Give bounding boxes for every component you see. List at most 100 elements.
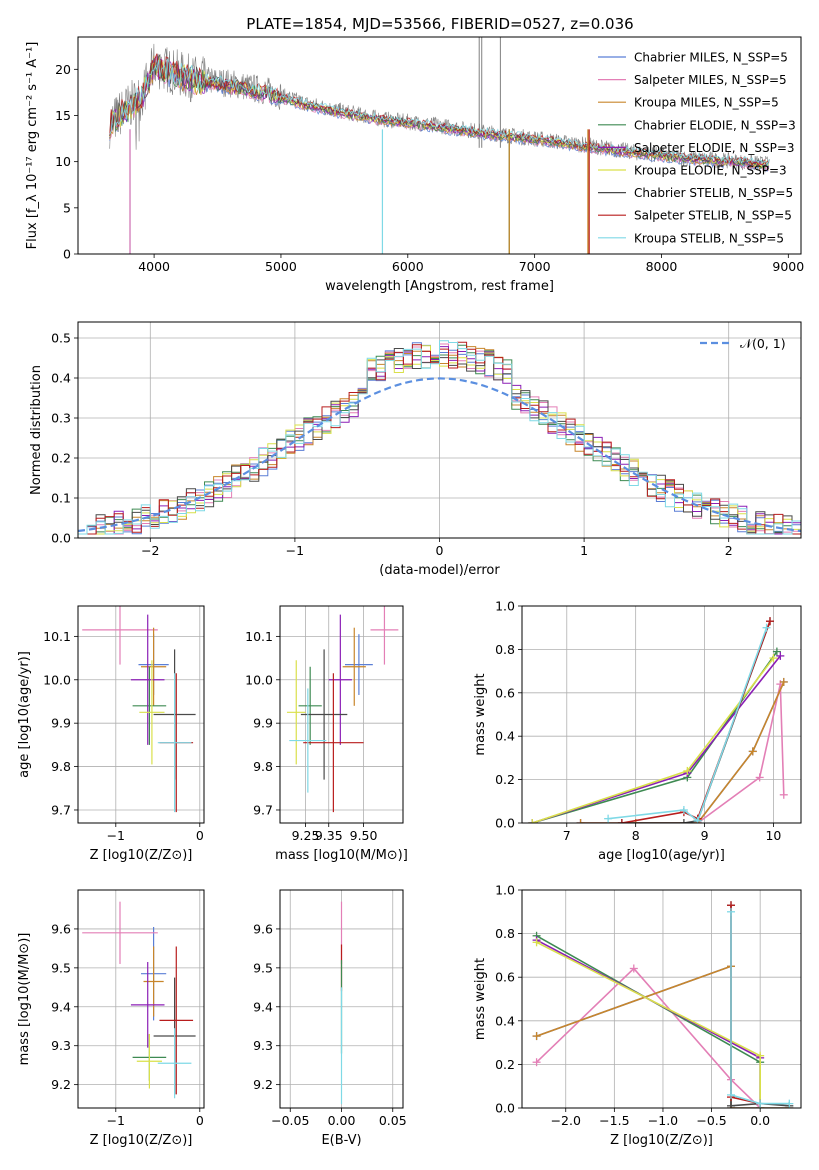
Z-mass-grid	[78, 890, 204, 1108]
residual-histogram	[78, 345, 801, 535]
Z-weight-axes: −2.0 −1.5 −1.0 −0.5 0.0 0.0 0.2 0.4 0.6 0.8 1.0 Z […	[473, 883, 802, 1148]
mass-weight-marker	[776, 651, 785, 660]
mass-weight-marker	[769, 654, 778, 663]
residuals-plot-area	[78, 340, 801, 535]
y-axis-label: Normed distribution	[29, 365, 44, 495]
chart-age-weight: 7 8 9 10 0.0 0.2 0.4 0.6 0.8 1.0 age [log10(age/yr…	[473, 599, 802, 863]
mass-weight-marker	[679, 805, 688, 814]
error-bar-point	[132, 666, 167, 745]
chart-Z-age: −1 0 9.7 9.8 9.9 10.0 10.1 Z [log10(Z/Z⊙)] age […	[17, 605, 205, 863]
Z-weight-frame	[521, 889, 802, 1109]
Z-mass-plot-area	[82, 901, 196, 1099]
x-tick-label: 2	[725, 543, 733, 558]
error-bar-point	[130, 962, 165, 1048]
mass-weight-line	[532, 655, 781, 823]
x-tick-label: 0	[436, 543, 444, 558]
y-tick-label: 10.0	[245, 672, 273, 687]
mass-weight-marker	[727, 1090, 736, 1099]
y-tick-label: 9.3	[253, 1038, 273, 1053]
y-tick-label: 9.9	[253, 716, 273, 731]
error-bar-point	[289, 688, 327, 793]
mass-weight-line	[730, 911, 790, 1105]
y-tick-label: 9.6	[51, 921, 71, 936]
y-tick-label: 0.2	[495, 772, 515, 787]
mass-weight-line	[621, 620, 771, 823]
age-weight-plot-area	[528, 617, 788, 823]
spectrum-plot-area	[109, 37, 770, 254]
y-tick-label: 0.4	[51, 371, 71, 386]
y-tick-label: 10	[55, 154, 71, 169]
legend-label: Kroupa MILES, N_SSP=5	[634, 96, 779, 110]
chart-spectrum: 4000 5000 6000 7000 8000 9000 0 5 10 15 20 waveleng…	[25, 36, 804, 294]
mass-weight-marker	[693, 816, 702, 823]
mass-weight-marker	[576, 819, 585, 823]
error-bar-point	[157, 673, 192, 813]
x-tick-label: −0.05	[271, 1113, 309, 1128]
x-axis-label: Z [log10(Z/Z⊙)]	[90, 848, 193, 863]
x-axis-label: E(B-V)	[321, 1133, 361, 1148]
y-tick-label: 9.9	[51, 716, 71, 731]
y-tick-label: 0.8	[495, 642, 515, 657]
x-tick-label: 0	[196, 1113, 204, 1128]
error-bar-point	[298, 666, 322, 745]
y-tick-label: 0	[63, 247, 71, 262]
x-tick-label: −1	[107, 828, 125, 843]
mass-weight-marker	[528, 819, 537, 823]
mass-weight-marker	[683, 766, 692, 775]
y-axis-label: Flux [f_λ 10⁻¹⁷ erg cm⁻² s⁻¹ A⁻¹]	[25, 42, 40, 250]
legend-label: Chabrier STELIB, N_SSP=5	[634, 186, 793, 200]
y-tick-label: 0.3	[51, 411, 71, 426]
mass-weight-marker	[756, 1099, 765, 1108]
x-tick-label: 8000	[646, 259, 678, 274]
y-tick-label: 0.2	[495, 1057, 515, 1072]
mass-weight-marker	[679, 819, 688, 823]
error-bar-point	[82, 901, 158, 964]
mass-weight-line	[608, 627, 768, 823]
y-tick-label: 20	[55, 62, 71, 77]
x-tick-label: −1	[286, 543, 304, 558]
chart-residuals: −2 −1 0 1 2 0.0 0.1 0.2 0.3 0.4 0.5 (data-model)/er…	[29, 321, 802, 578]
mass-weight-line	[621, 620, 771, 823]
y-axis-label: mass weight	[473, 958, 488, 1040]
Z-weight-plot-area	[532, 901, 794, 1108]
legend-label: Kroupa ELODIE, N_SSP=3	[634, 164, 787, 178]
spectrum-axes: 4000 5000 6000 7000 8000 9000 0 5 10 15 20 waveleng…	[25, 36, 804, 294]
mass-weight-line	[730, 905, 761, 1105]
y-tick-label: 0.8	[495, 926, 515, 941]
y-tick-label: 10.1	[43, 629, 71, 644]
error-bar-point	[136, 1034, 162, 1089]
mass-weight-marker	[604, 814, 613, 823]
mass-weight-marker	[755, 773, 764, 782]
chart-Z-weight: −2.0 −1.5 −1.0 −0.5 0.0 0.0 0.2 0.4 0.6 0.8 1.0 Z […	[473, 883, 802, 1148]
Z-age-axes: −1 0 9.7 9.8 9.9 10.0 10.1 Z [log10(Z/Z⊙)] age […	[17, 605, 205, 863]
x-tick-label: 10	[765, 828, 781, 843]
mass-age-axes: 9.259.35 9.50 9.7 9.8 9.9 10.0 10.1 mass [log10…	[245, 605, 408, 863]
mass-weight-marker	[748, 747, 757, 756]
Z-mass-frame	[77, 889, 205, 1109]
y-tick-label: 9.4	[253, 999, 273, 1014]
mass-weight-marker	[762, 623, 771, 632]
error-bar-point	[300, 649, 348, 780]
error-bar-point	[82, 606, 158, 665]
y-tick-label: 1.0	[495, 599, 515, 614]
x-axis-label: Z [log10(Z/Z⊙)]	[90, 1133, 193, 1148]
y-tick-label: 9.8	[51, 759, 71, 774]
Z-age-plot-area	[82, 606, 196, 813]
error-bar-point	[130, 614, 165, 745]
y-axis-label: mass [log10(M/M⊙)]	[17, 933, 32, 1066]
ebv-mass-axes: −0.05 0.00 0.05 9.2 9.3 9.4 9.5 9.6 E(B-V)	[253, 889, 407, 1148]
y-tick-label: 9.6	[253, 921, 273, 936]
y-tick-label: 9.5	[51, 960, 71, 975]
x-tick-label: 9.50	[350, 828, 378, 843]
x-tick-label: −2	[141, 543, 159, 558]
mass-weight-line	[532, 657, 775, 823]
error-bar-point	[286, 660, 306, 765]
chart-Z-mass: −1 0 9.2 9.3 9.4 9.5 9.6 Z [log10(Z/Z⊙)] mass [l…	[17, 889, 205, 1148]
error-bar-point	[342, 627, 366, 706]
x-tick-label: 7000	[519, 259, 551, 274]
mass-weight-marker	[532, 938, 541, 947]
model-spectrum	[109, 58, 770, 167]
y-tick-label: 9.4	[51, 999, 71, 1014]
y-tick-label: 15	[55, 108, 71, 123]
